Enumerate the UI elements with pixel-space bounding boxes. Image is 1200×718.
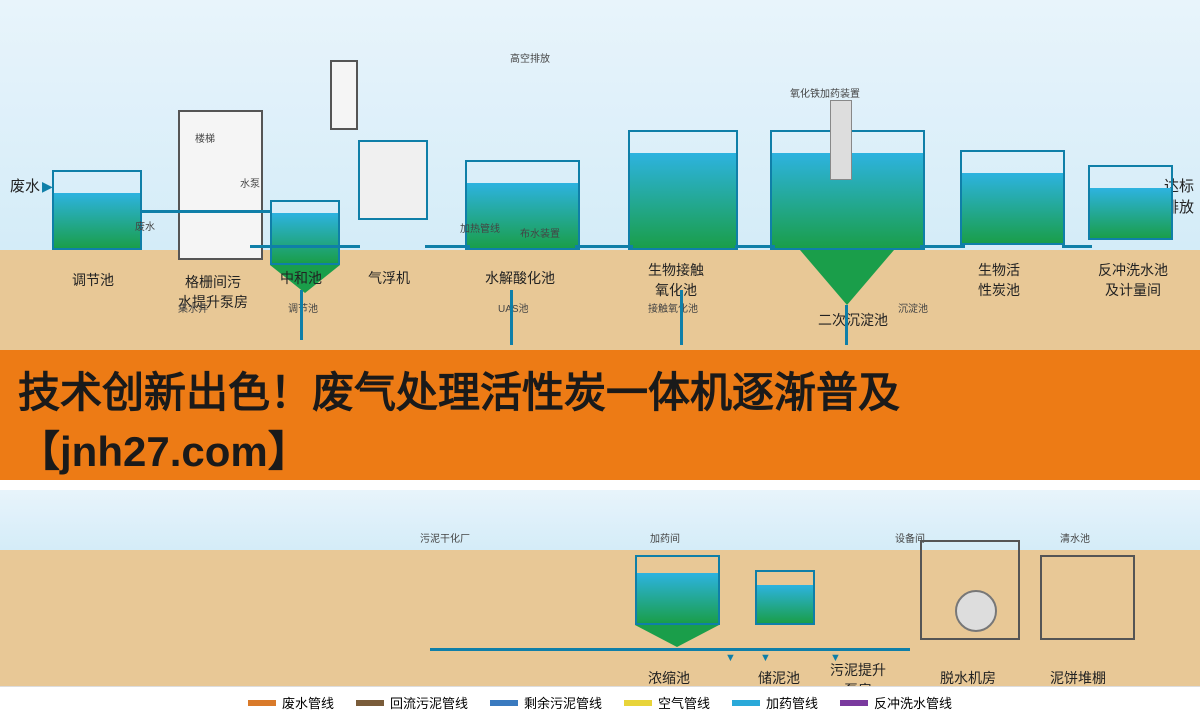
row3-small-label: 污泥干化厂	[420, 530, 470, 545]
tank-row3	[635, 555, 720, 625]
small-label: 楼梯	[195, 130, 215, 145]
legend-item: 废水管线	[248, 693, 334, 712]
tank-water	[272, 213, 338, 263]
tank-label: 生物活 性炭池	[978, 260, 1020, 300]
pipe-segment	[575, 245, 633, 248]
legend-label: 回流污泥管线	[390, 693, 468, 712]
pipe-segment	[1062, 245, 1092, 248]
tank-label: 泥饼堆棚	[1050, 668, 1106, 688]
small-label: 集水井	[178, 300, 208, 315]
small-label: 高空排放	[510, 50, 550, 65]
banner-line1: 技术创新出色！废气处理活性炭一体机逐渐普及	[18, 364, 1182, 423]
flow-arrow-icon: ▼	[760, 652, 771, 664]
legend-label: 空气管线	[658, 693, 710, 712]
tank-water	[637, 573, 718, 623]
pipe-vertical	[300, 290, 303, 340]
small-label: 水泵	[240, 175, 260, 190]
pipe-segment	[425, 245, 470, 248]
tank-label: 浓缩池	[648, 668, 690, 688]
legend: 废水管线 回流污泥管线 剩余污泥管线 空气管线 加药管线 反冲洗水管线	[0, 686, 1200, 718]
tank-row1	[628, 130, 738, 250]
tank-water	[630, 153, 736, 248]
pipe-segment	[735, 245, 775, 248]
sedimentation-funnel	[800, 250, 894, 305]
legend-label: 废水管线	[282, 693, 334, 712]
small-label: 加热管线	[460, 220, 500, 235]
tank-label: 生物接触 氧化池	[648, 260, 704, 300]
small-label: 废水	[135, 218, 155, 233]
structure	[330, 60, 358, 130]
flow-arrow-icon: ▼	[830, 652, 841, 664]
small-label: 调节池	[288, 300, 318, 315]
tank-label: 反冲洗水池 及计量间	[1098, 260, 1168, 300]
legend-item: 剩余污泥管线	[490, 693, 602, 712]
legend-swatch	[490, 700, 518, 706]
legend-label: 反冲洗水管线	[874, 693, 952, 712]
small-label: 接触氧化池	[648, 300, 698, 315]
tank-row1	[1088, 165, 1173, 240]
tank-water	[757, 585, 813, 623]
tank-label: 储泥池	[758, 668, 800, 688]
legend-swatch	[248, 700, 276, 706]
tank-row1	[52, 170, 142, 250]
legend-item: 回流污泥管线	[356, 693, 468, 712]
tank-label: 气浮机	[368, 268, 410, 288]
sky-band	[0, 490, 1200, 550]
chimney	[830, 100, 852, 180]
row3-small-label: 清水池	[1060, 530, 1090, 545]
pipe-vertical	[510, 290, 513, 345]
sedimentation-label: 二次沉淀池	[818, 310, 888, 330]
banner-line2: 【jnh27.com】	[18, 423, 1182, 482]
small-label: UAS池	[498, 300, 529, 315]
tank-funnel	[635, 625, 719, 647]
legend-item: 加药管线	[732, 693, 818, 712]
legend-swatch	[624, 700, 652, 706]
tank-row1	[358, 140, 428, 220]
banner: 技术创新出色！废气处理活性炭一体机逐渐普及【jnh27.com】	[0, 350, 1200, 480]
tank-row1	[270, 200, 340, 265]
tank-label: 调节池	[72, 270, 114, 290]
tank-row1	[960, 150, 1065, 245]
legend-swatch	[840, 700, 868, 706]
tank-label: 中和池	[280, 268, 322, 288]
tank-water	[1090, 188, 1171, 238]
legend-label: 加药管线	[766, 693, 818, 712]
row3-structure	[1040, 555, 1135, 640]
tank-water	[962, 173, 1063, 243]
pipe-vertical	[680, 290, 683, 345]
legend-item: 反冲洗水管线	[840, 693, 952, 712]
tank-label: 水解酸化池	[485, 268, 555, 288]
flow-arrow-icon: ▼	[725, 652, 736, 664]
legend-swatch	[356, 700, 384, 706]
small-label: 布水装置	[520, 225, 560, 240]
row3-small-label: 加药间	[650, 530, 680, 545]
dewatering-machine-icon	[955, 590, 997, 632]
pipe-segment	[920, 245, 965, 248]
tank-water	[54, 193, 140, 248]
pipe-segment	[140, 210, 270, 213]
pipe-segment	[250, 245, 360, 248]
small-label: 氧化铁加药装置	[790, 85, 860, 100]
input-label: 废水	[10, 175, 40, 196]
tank-label: 脱水机房	[940, 668, 996, 688]
tank-row3	[755, 570, 815, 625]
legend-swatch	[732, 700, 760, 706]
pipe-vertical	[845, 305, 848, 345]
legend-item: 空气管线	[624, 693, 710, 712]
small-label: 沉淀池	[898, 300, 928, 315]
pipe-row3	[430, 648, 910, 651]
legend-label: 剩余污泥管线	[524, 693, 602, 712]
ground-band	[0, 550, 1200, 686]
